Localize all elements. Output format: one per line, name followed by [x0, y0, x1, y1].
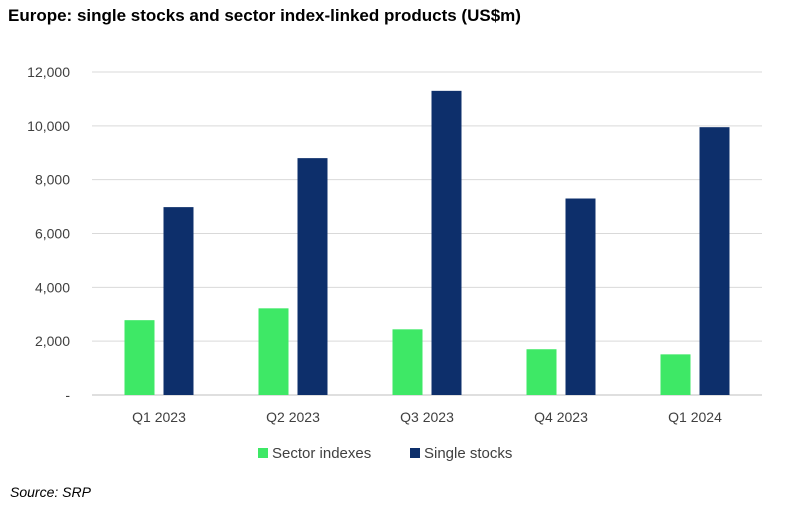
x-tick-label: Q1 2024 [668, 409, 722, 425]
y-axis-ticks: - 2,000 4,000 6,000 8,000 10,000 12,000 [27, 64, 70, 403]
x-tick-label: Q1 2023 [132, 409, 186, 425]
legend: Sector indexes Single stocks [258, 445, 512, 462]
y-tick-label: 12,000 [27, 64, 70, 80]
x-tick-label: Q3 2023 [400, 409, 454, 425]
legend-swatch-sector-indexes [258, 448, 268, 458]
bar-sector-indexes [526, 349, 557, 395]
y-tick-label: - [65, 387, 70, 403]
x-tick-label: Q2 2023 [266, 409, 320, 425]
bar-single-stocks [565, 198, 596, 395]
bar-single-stocks [431, 90, 462, 395]
chart-title: Europe: single stocks and sector index-l… [8, 6, 521, 25]
gridlines [92, 71, 762, 396]
y-tick-label: 8,000 [35, 172, 70, 188]
legend-swatch-single-stocks [410, 448, 420, 458]
bar-single-stocks [163, 207, 194, 395]
bar-chart: - 2,000 4,000 6,000 8,000 10,000 12,000 Q1 202… [27, 64, 762, 462]
legend-label-single-stocks: Single stocks [424, 445, 512, 462]
bar-single-stocks [297, 158, 328, 395]
bar-single-stocks [699, 127, 730, 395]
y-tick-label: 6,000 [35, 226, 70, 242]
y-tick-label: 2,000 [35, 333, 70, 349]
source-note: Source: SRP [10, 484, 91, 500]
x-tick-label: Q4 2023 [534, 409, 588, 425]
bar-sector-indexes [392, 329, 423, 395]
y-tick-label: 4,000 [35, 279, 70, 295]
bar-sector-indexes [660, 354, 691, 395]
bar-sector-indexes [258, 308, 289, 395]
x-axis-ticks: Q1 2023 Q2 2023 Q3 2023 Q4 2023 Q1 2024 [132, 409, 722, 425]
legend-label-sector-indexes: Sector indexes [272, 445, 371, 462]
bar-sector-indexes [124, 320, 155, 395]
y-tick-label: 10,000 [27, 118, 70, 134]
bars [124, 90, 730, 395]
